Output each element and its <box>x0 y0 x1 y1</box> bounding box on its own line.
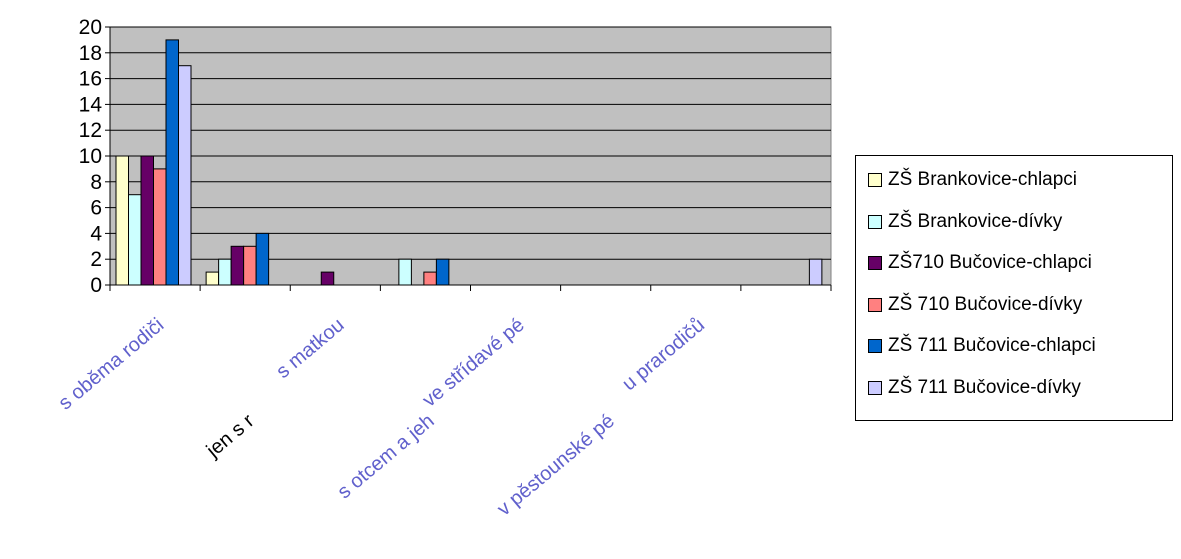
x-tick-label: s oběma rodiči <box>55 314 169 414</box>
bar <box>165 39 179 286</box>
x-tick-labels: s oběma rodiči jen s rs matkou s otcem a j… <box>55 314 710 520</box>
bar <box>128 194 142 286</box>
x-tick-label: v pěstounské pé <box>493 410 619 520</box>
bar <box>398 258 412 286</box>
y-tick-label: 2 <box>90 248 102 271</box>
bar <box>140 155 154 286</box>
bar <box>178 65 192 286</box>
legend-swatch <box>868 256 882 270</box>
legend-label: ZŠ Brankovice-chlapci <box>888 169 1078 190</box>
x-tick-label: s matkou <box>272 314 348 383</box>
x-tick-label: s otcem a jeh <box>333 410 438 503</box>
x-tick-label: u prarodičů <box>618 314 709 395</box>
bar <box>205 271 220 286</box>
y-tick-label: 14 <box>79 93 103 116</box>
y-tick-label: 8 <box>90 171 102 194</box>
legend-label: ZŠ710 Bučovice-chlapci <box>888 252 1092 273</box>
y-tick-label: 12 <box>79 119 102 142</box>
y-tick-label: 4 <box>90 222 102 245</box>
bar <box>808 258 823 286</box>
legend-item: ZŠ Brankovice-dívky <box>868 210 1062 234</box>
legend-swatch <box>868 173 882 187</box>
bar <box>255 232 270 286</box>
legend-item: ZŠ Brankovice-chlapci <box>868 168 1077 192</box>
y-tick-label: 20 <box>79 16 102 39</box>
x-tick-label: ve střídavé pé <box>418 314 528 412</box>
bar <box>320 271 335 286</box>
x-tick-label: jen s r <box>202 410 259 463</box>
y-tick-label: 18 <box>79 42 102 65</box>
legend-swatch <box>868 380 882 395</box>
bar <box>153 168 167 286</box>
legend-swatch <box>868 297 882 312</box>
bar <box>218 258 232 286</box>
bar <box>115 155 129 286</box>
axes <box>105 26 832 291</box>
bar <box>230 245 245 286</box>
legend-item: ZŠ 711 Bučovice-dívky <box>868 376 1081 400</box>
bar <box>423 271 437 286</box>
legend-swatch <box>868 214 882 229</box>
y-tick-label: 16 <box>79 68 102 91</box>
legend: ZŠ Brankovice-chlapci ZŠ Brankovice-dívky… <box>855 155 1173 421</box>
legend-item: ZŠ 710 Bučovice-dívky <box>868 293 1082 317</box>
bar <box>435 258 450 286</box>
legend-item: ZŠ710 Bučovice-chlapci <box>868 251 1092 275</box>
y-tick-label: 0 <box>90 274 102 297</box>
legend-label: ZŠ Brankovice-dívky <box>888 210 1063 232</box>
y-tick-label: 10 <box>79 145 102 168</box>
legend-label: ZŠ 711 Bučovice-dívky <box>888 376 1081 398</box>
bar <box>243 245 257 286</box>
legend-label: ZŠ 710 Bučovice-dívky <box>888 293 1083 315</box>
bars <box>115 39 823 286</box>
y-tick-label: 6 <box>90 197 102 220</box>
legend-label: ZŠ 711 Bučovice-chlapci <box>888 335 1096 356</box>
legend-swatch <box>868 339 882 353</box>
legend-item: ZŠ 711 Bučovice-chlapci <box>868 334 1096 358</box>
